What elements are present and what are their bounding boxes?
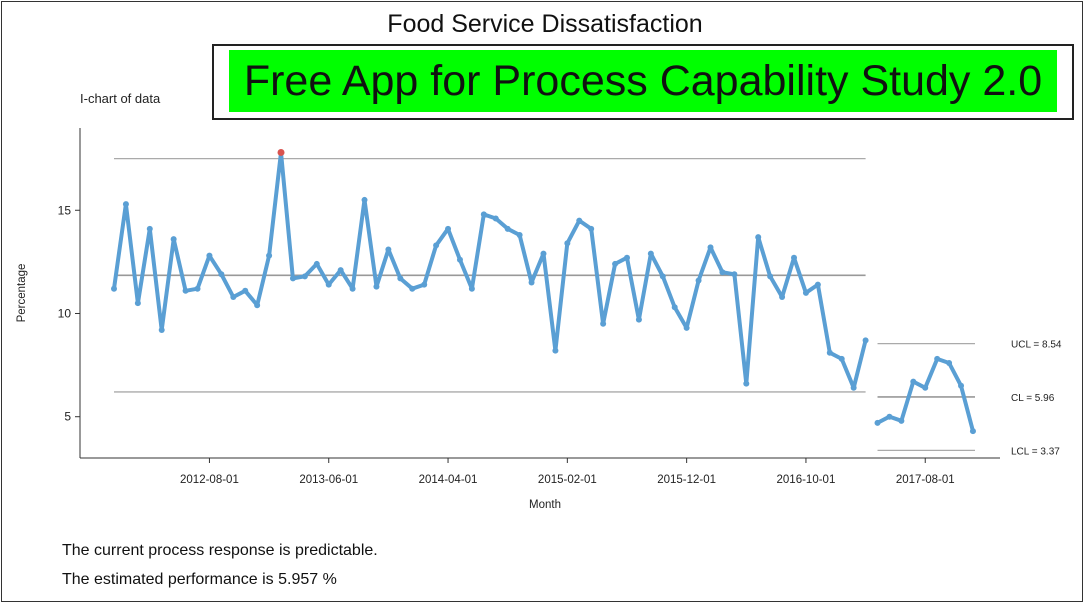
- data-point: [647, 250, 654, 257]
- data-point: [301, 273, 308, 280]
- x-tick-label: 2014-04-01: [419, 474, 478, 486]
- data-point: [612, 260, 619, 267]
- data-point: [755, 234, 762, 241]
- data-point: [218, 271, 225, 278]
- data-point: [826, 349, 833, 356]
- data-point: [182, 287, 189, 294]
- data-point: [540, 250, 547, 257]
- data-point: [445, 225, 452, 232]
- data-point: [791, 254, 798, 261]
- chart-subtitle: I-chart of data: [80, 91, 161, 106]
- data-point: [588, 225, 595, 232]
- data-point: [946, 360, 953, 367]
- data-point: [600, 320, 607, 327]
- y-tick-label: 10: [58, 306, 72, 320]
- data-point: [719, 269, 726, 276]
- data-point: [349, 285, 356, 292]
- data-point: [898, 417, 905, 424]
- data-point: [910, 378, 917, 385]
- y-axis-label: Percentage: [16, 264, 28, 323]
- data-point: [516, 232, 523, 239]
- data-point: [242, 287, 249, 294]
- data-point: [564, 240, 571, 247]
- status-performance: The estimated performance is 5.957 %: [62, 571, 337, 588]
- data-point: [456, 256, 463, 263]
- data-point: [409, 285, 416, 292]
- x-tick-label: 2013-06-01: [299, 474, 358, 486]
- x-tick-label: 2017-08-01: [896, 474, 955, 486]
- outlier-point: [277, 148, 285, 156]
- data-point: [421, 281, 428, 288]
- data-point: [325, 281, 332, 288]
- data-point: [146, 225, 153, 232]
- x-axis-label: Month: [529, 499, 561, 511]
- data-point: [158, 327, 165, 333]
- limit-label-ucl: UCL = 8.54: [1011, 340, 1062, 351]
- app-banner: Free App for Process Capability Study 2.…: [229, 50, 1057, 112]
- data-point: [552, 347, 559, 354]
- data-point: [969, 428, 976, 435]
- data-point: [206, 252, 213, 259]
- y-tick-label: 15: [58, 203, 72, 217]
- x-tick-label: 2015-12-01: [657, 474, 716, 486]
- data-point: [767, 273, 774, 280]
- data-point: [254, 302, 261, 309]
- data-point: [361, 196, 368, 203]
- data-point: [683, 324, 690, 331]
- data-point: [707, 244, 714, 251]
- status-predictable: The current process response is predicta…: [62, 542, 378, 559]
- data-point: [504, 225, 511, 232]
- data-point: [814, 281, 821, 288]
- data-point: [958, 382, 965, 389]
- data-point: [886, 413, 893, 420]
- data-point: [802, 289, 809, 296]
- series-line-phase2: [875, 356, 975, 434]
- data-point: [862, 337, 869, 344]
- data-point: [576, 217, 583, 224]
- x-tick-label: 2015-02-01: [538, 474, 597, 486]
- data-point: [934, 355, 941, 362]
- data-point: [731, 271, 738, 278]
- data-point: [122, 201, 129, 208]
- series-line-phase1: [112, 150, 868, 390]
- page-title: Food Service Dissatisfaction: [387, 10, 703, 38]
- data-point: [743, 380, 750, 387]
- data-point: [528, 279, 535, 286]
- data-point: [385, 246, 392, 253]
- data-point: [170, 236, 177, 243]
- data-point: [337, 267, 344, 274]
- data-point: [623, 254, 630, 261]
- data-point: [779, 293, 786, 300]
- data-point: [313, 260, 320, 267]
- data-point: [874, 419, 881, 426]
- data-point: [671, 304, 678, 311]
- data-point: [838, 355, 845, 362]
- x-tick-label: 2016-10-01: [777, 474, 836, 486]
- x-tick-label: 2012-08-01: [180, 474, 239, 486]
- data-point: [194, 285, 201, 292]
- y-tick-label: 5: [64, 410, 71, 424]
- data-point: [635, 316, 642, 323]
- data-point: [695, 277, 702, 284]
- limit-label-cl: CL = 5.96: [1011, 393, 1055, 404]
- data-point: [433, 242, 440, 249]
- data-point: [134, 300, 141, 307]
- data-point: [659, 273, 666, 280]
- data-point: [373, 283, 380, 290]
- data-point: [397, 275, 404, 282]
- data-point: [111, 285, 117, 292]
- data-point: [480, 211, 487, 218]
- data-point: [850, 384, 857, 391]
- data-point: [468, 285, 475, 292]
- data-point: [266, 252, 273, 259]
- data-point: [492, 215, 499, 222]
- data-point: [289, 275, 296, 282]
- data-point: [922, 384, 929, 391]
- data-point: [230, 293, 237, 300]
- limit-label-lcl: LCL = 3.37: [1011, 446, 1060, 457]
